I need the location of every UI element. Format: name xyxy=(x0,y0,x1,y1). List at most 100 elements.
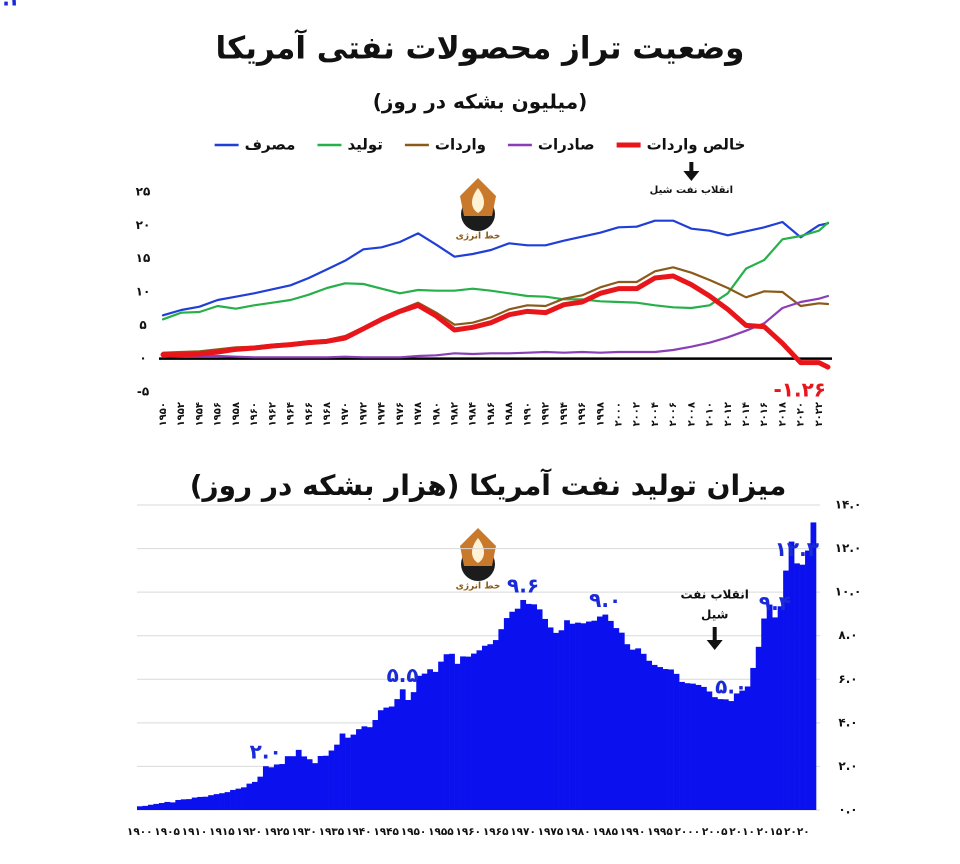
bar xyxy=(498,629,505,810)
y-tick-label: ۱۴.۰ xyxy=(835,498,862,512)
bar xyxy=(312,763,319,810)
bar xyxy=(788,541,795,810)
x-tick-label: ۱۹۶۰ xyxy=(455,826,481,838)
bar xyxy=(783,570,789,810)
x-tick-label: ۱۹۹۰ xyxy=(522,402,533,426)
x-tick-label: ۱۹۱۵ xyxy=(209,826,235,838)
x-tick-label: ۱۹۶۰ xyxy=(249,402,260,426)
bar xyxy=(273,764,280,810)
bar xyxy=(366,727,373,810)
bar xyxy=(695,684,702,810)
x-tick-label: ۲۰۱۶ xyxy=(759,402,770,426)
bar xyxy=(575,622,581,810)
bar xyxy=(454,663,461,810)
x-tick-label: ۲۰۱۵ xyxy=(757,826,783,838)
bar xyxy=(257,776,264,810)
bar xyxy=(717,699,724,810)
legend-label: واردات xyxy=(435,136,486,154)
x-tick-label: ۲۰۱۲ xyxy=(723,402,734,426)
logo: خط انرژی xyxy=(456,528,500,592)
bar xyxy=(334,744,340,810)
y-tick-label: ۱۰.۰ xyxy=(835,585,862,599)
bar xyxy=(542,618,548,810)
y-tick-label: ۱۰ xyxy=(136,285,151,299)
bar xyxy=(553,632,559,810)
x-tick-label: ۱۹۴۰ xyxy=(346,826,372,838)
x-tick-label: ۱۹۲۵ xyxy=(264,826,290,838)
x-tick-label: ۲۰۰۵ xyxy=(702,826,728,838)
bar xyxy=(728,701,735,810)
bar xyxy=(476,650,483,810)
x-tick-label: ۲۰۱۰ xyxy=(729,826,755,838)
x-tick-label: ۱۹۷۴ xyxy=(377,402,388,426)
y-tick-label: ۱۲.۰ xyxy=(835,541,862,555)
x-tick-label: ۲۰۱۰ xyxy=(705,402,716,426)
bar xyxy=(668,669,674,810)
x-tick-label: ۱۹۷۵ xyxy=(538,826,564,838)
bar xyxy=(246,783,253,810)
series-line xyxy=(161,219,830,317)
x-tick-label: ۱۹۹۰ xyxy=(620,826,646,838)
bar xyxy=(602,614,609,810)
chart-title: وضعیت تراز محصولات نفتی آمریکا xyxy=(216,29,745,67)
x-tick-label: ۱۹۸۲ xyxy=(450,402,461,426)
bar xyxy=(191,797,198,810)
data-label: ۹.۶ xyxy=(507,573,539,597)
bar xyxy=(317,755,324,810)
bar xyxy=(284,756,291,810)
data-label: ۲.۰ xyxy=(250,740,282,764)
x-tick-label: ۱۹۷۶ xyxy=(395,402,406,426)
bar xyxy=(438,661,444,810)
x-tick-label: ۱۹۵۵ xyxy=(428,826,454,838)
annotation-arrowhead xyxy=(706,640,723,650)
bar xyxy=(805,550,811,810)
bar xyxy=(673,673,680,810)
x-tick-label: ۲۰۲۰ xyxy=(796,402,807,426)
x-tick-label: ۱۹۹۴ xyxy=(559,402,570,426)
bar xyxy=(607,620,614,810)
bar xyxy=(487,644,494,810)
bar xyxy=(810,522,817,810)
bar xyxy=(427,669,433,810)
x-tick-label: ۱۹۶۲ xyxy=(267,402,278,426)
bar xyxy=(706,691,713,810)
bar xyxy=(421,673,428,810)
bar xyxy=(629,649,636,810)
bar xyxy=(635,648,642,810)
x-tick-label: ۲۰۰۴ xyxy=(650,402,661,426)
data-label: ۱۲.۳ xyxy=(775,537,819,561)
x-tick-label: ۱۹۴۵ xyxy=(373,826,399,838)
bar xyxy=(290,756,297,810)
x-tick-label: ۱۹۸۸ xyxy=(504,402,515,426)
x-tick-label: ۱۹۱۰ xyxy=(182,826,208,838)
bar xyxy=(432,671,439,810)
bar xyxy=(361,726,368,810)
x-tick-label: ۱۹۶۵ xyxy=(483,826,509,838)
x-tick-label: ۱۹۵۸ xyxy=(231,402,242,426)
x-tick-label: ۲۰۱۸ xyxy=(777,402,788,426)
bar xyxy=(684,683,691,810)
bar xyxy=(377,710,384,810)
bar xyxy=(251,781,258,810)
bar xyxy=(405,699,412,810)
bar xyxy=(416,675,423,810)
x-tick-label: ۲۰۱۴ xyxy=(741,402,752,426)
x-tick-label: ۱۹۶۴ xyxy=(286,402,297,426)
bar xyxy=(153,803,160,810)
bar xyxy=(306,759,313,810)
x-tick-label: ۱۹۹۲ xyxy=(541,402,552,426)
bar xyxy=(503,618,510,810)
bar xyxy=(640,653,647,810)
x-tick-label: ۱۹۷۸ xyxy=(413,402,424,426)
series-line xyxy=(161,294,830,359)
bar xyxy=(372,720,379,810)
x-tick-label: ۱۹۹۶ xyxy=(577,402,588,426)
x-tick-label: ۱۹۵۲ xyxy=(176,402,187,426)
bar xyxy=(164,801,171,810)
bar xyxy=(388,706,395,810)
y-tick-label: ۸.۰ xyxy=(838,628,857,642)
bar xyxy=(465,656,472,810)
bar xyxy=(471,653,477,810)
